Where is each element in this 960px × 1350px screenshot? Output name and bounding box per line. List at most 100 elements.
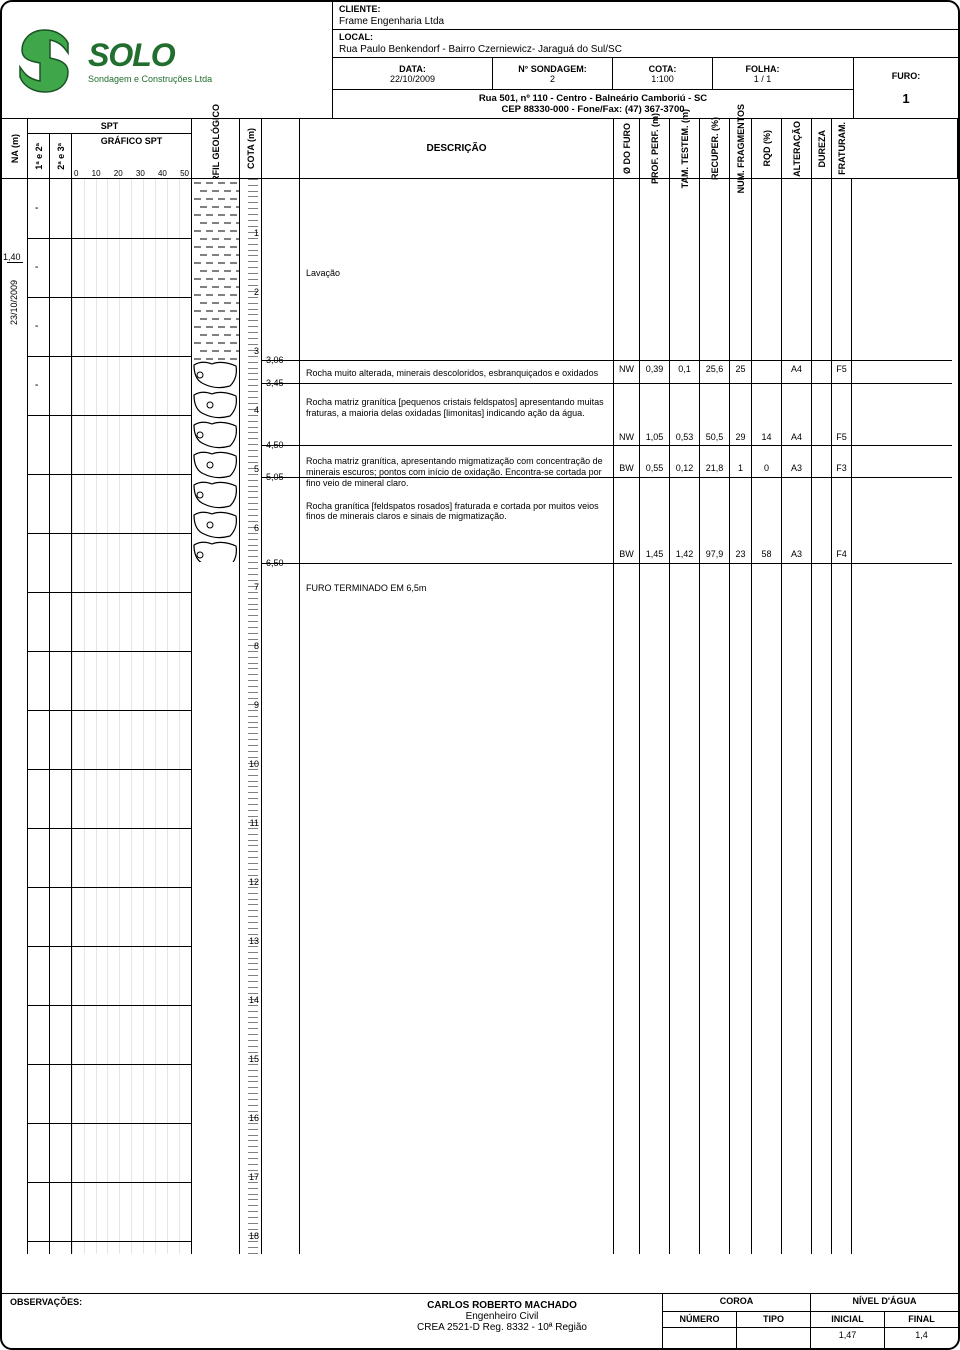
hdr-spt: SPT 1ª e 2ª 2ª e 3ª GRÁFICO SPT 0 10 20 … <box>28 119 192 178</box>
logo-subtitle: Sondagem e Construções Ltda <box>88 74 212 84</box>
data-pperf: 0,55 <box>640 463 669 473</box>
depth-marker: 2 <box>254 287 259 297</box>
spt-23-value: - <box>35 380 38 391</box>
hdr-descricao: DESCRIÇÃO <box>426 143 486 154</box>
inicial-value: 1,47 <box>811 1328 885 1348</box>
hdr-pperf: PROF. PERF. (m) <box>650 113 660 184</box>
col-cota-ruler: 123456789101112131415161718 <box>240 179 262 1254</box>
depth-marker: 12 <box>249 877 259 887</box>
col-descricao: Lavação Rocha muito alterada, minerais de… <box>300 179 614 1254</box>
hdr-alter: ALTERAÇÃO <box>792 121 802 177</box>
numero-label: NÚMERO <box>663 1312 737 1327</box>
col-recup: 25,650,521,897,9 <box>700 179 730 1254</box>
engineer-name: CARLOS ROBERTO MACHADO <box>332 1300 672 1311</box>
hdr-na: NA (m) <box>10 134 20 163</box>
sondagem-value: 2 <box>499 74 606 84</box>
col-nfrag: 2529123 <box>730 179 752 1254</box>
depth-marker: 6 <box>254 523 259 533</box>
col-na: 1,40 23/10/2009 <box>2 179 28 1254</box>
tipo-label: TIPO <box>737 1312 811 1327</box>
nivel-label: NÍVEL D'ÁGUA <box>811 1294 958 1311</box>
cliente-value: Frame Engenharia Ltda <box>339 14 952 27</box>
data-value: 22/10/2009 <box>339 74 486 84</box>
na-depth: 1,40 <box>3 252 21 262</box>
spt-scale: 0 10 20 30 40 50 <box>72 169 191 178</box>
depth-marker: 9 <box>254 700 259 710</box>
footer: OBSERVAÇÕES: CARLOS ROBERTO MACHADO Enge… <box>2 1293 958 1348</box>
data-pperf: 1,45 <box>640 549 669 559</box>
spt-12-col: ---- <box>28 179 50 1254</box>
engineer-crea: CREA 2521-D Reg. 8332 - 10ª Região <box>332 1322 672 1333</box>
engineer-title: Engenheiro Civil <box>332 1311 672 1322</box>
data-label: DATA: <box>339 64 486 74</box>
na-date: 23/10/2009 <box>9 280 19 325</box>
col-ttest: 0,10,530,121,42 <box>670 179 700 1254</box>
header: SOLO Sondagem e Construções Ltda CLIENTE… <box>2 2 958 119</box>
hdr-rqd: RQD (%) <box>762 130 772 167</box>
log-body: 1,4023/10/2009 ---- ---- 123456789101112… <box>2 179 958 1254</box>
data-rqd: 0 <box>752 463 781 473</box>
sondagem-label: N° SONDAGEM: <box>499 64 606 74</box>
description-text: Rocha matriz granítica, apresentando mig… <box>306 456 607 488</box>
data-dfuro: BW <box>614 549 639 559</box>
hdr-grafico: GRÁFICO SPT <box>101 134 163 147</box>
logo-cell: SOLO Sondagem e Construções Ltda <box>2 2 332 118</box>
logo-icon <box>10 25 80 95</box>
description-text: FURO TERMINADO EM 6,5m <box>306 583 607 594</box>
data-rqd: 14 <box>752 432 781 442</box>
data-nfrag: 1 <box>730 463 751 473</box>
depth-marker: 13 <box>249 936 259 946</box>
depth-marker: 10 <box>249 759 259 769</box>
data-nfrag: 29 <box>730 432 751 442</box>
hdr-cota: COTA (m) <box>246 128 256 169</box>
depth-marker: 14 <box>249 995 259 1005</box>
company-address: Rua 501, nº 110 - Centro - Balneário Cam… <box>332 90 853 118</box>
col-spt: ---- ---- <box>28 179 192 1254</box>
logo-title: SOLO <box>88 37 212 74</box>
hdr-ttest: TAM. TESTEM. (m) <box>680 109 690 188</box>
final-value: 1,4 <box>885 1328 958 1348</box>
spt-23-value: - <box>35 203 38 214</box>
col-rqd: 14058 <box>752 179 782 1254</box>
folha-label: FOLHA: <box>719 64 806 74</box>
description-text: Rocha muito alterada, minerais descolori… <box>306 368 607 379</box>
furo-value: 1 <box>902 91 909 106</box>
data-recup: 25,6 <box>700 364 729 374</box>
depth-marker: 3 <box>254 346 259 356</box>
col-obs <box>852 179 952 1254</box>
depth-marker: 1 <box>254 228 259 238</box>
furo-box: FURO: 1 <box>853 58 958 118</box>
hdr-frat: FRATURAM. <box>837 122 847 175</box>
col-dur <box>812 179 832 1254</box>
data-alter: A4 <box>782 432 811 442</box>
data-recup: 97,9 <box>700 549 729 559</box>
data-frat: F5 <box>832 432 851 442</box>
local-label: LOCAL: <box>339 32 952 42</box>
data-recup: 50,5 <box>700 432 729 442</box>
col-frat: F5F5F3F4 <box>832 179 852 1254</box>
description-text: Lavação <box>306 268 607 279</box>
col-pperf: 0,391,050,551,45 <box>640 179 670 1254</box>
column-headers: NA (m) SPT 1ª e 2ª 2ª e 3ª GRÁFICO SPT 0… <box>2 119 958 179</box>
spt-23-value: - <box>35 321 38 332</box>
hdr-dur: DUREZA <box>817 130 827 168</box>
coroa-label: COROA <box>663 1294 811 1311</box>
cliente-label: CLIENTE: <box>339 4 952 14</box>
depth-marker: 16 <box>249 1113 259 1123</box>
data-alter: A3 <box>782 549 811 559</box>
description-text: Rocha matriz granítica [pequenos cristai… <box>306 397 607 419</box>
depth-marker: 4 <box>254 405 259 415</box>
hdr-dfuro: Ø DO FURO <box>622 123 632 174</box>
data-pperf: 1,05 <box>640 432 669 442</box>
geology-layer <box>192 179 239 360</box>
data-alter: A3 <box>782 463 811 473</box>
cota-value: 1:100 <box>619 74 706 84</box>
final-label: FINAL <box>885 1312 958 1327</box>
col-perfil <box>192 179 240 1254</box>
local-value: Rua Paulo Benkendorf - Bairro Czerniewic… <box>339 42 952 55</box>
borehole-log-page: SOLO Sondagem e Construções Ltda CLIENTE… <box>0 0 960 1350</box>
data-dfuro: NW <box>614 432 639 442</box>
col-alter: A4A4A3A3 <box>782 179 812 1254</box>
hdr-spt12: 1ª e 2ª <box>34 143 44 170</box>
depth-marker: 5 <box>254 464 259 474</box>
